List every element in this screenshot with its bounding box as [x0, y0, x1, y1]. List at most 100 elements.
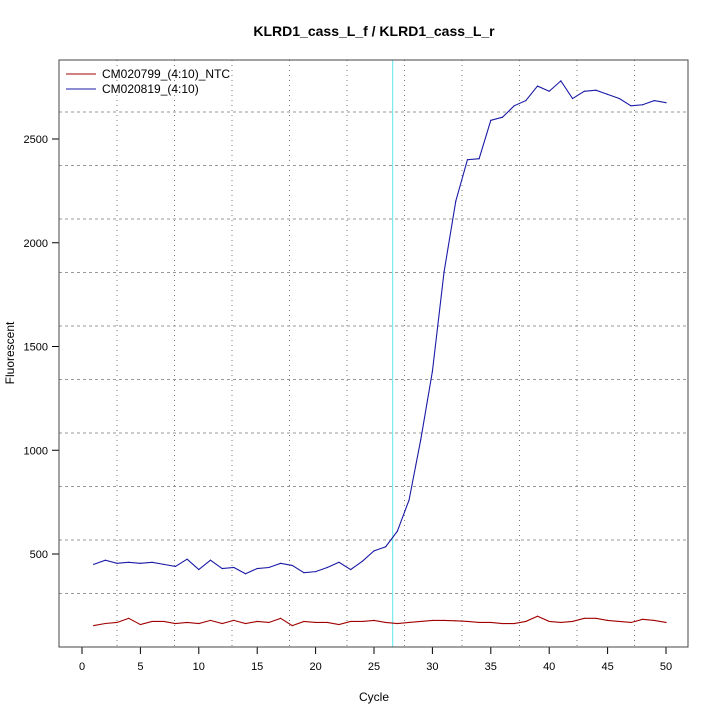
data-point — [198, 568, 200, 571]
data-point — [595, 617, 597, 619]
x-tick-label: 40 — [543, 661, 555, 673]
data-point — [361, 620, 363, 623]
data-point — [221, 622, 223, 625]
plot-frame — [58, 59, 689, 648]
data-point — [642, 618, 644, 620]
y-tick-label: 2000 — [24, 238, 48, 250]
data-point — [350, 620, 352, 623]
data-point — [431, 619, 433, 622]
data-point — [279, 562, 282, 564]
data-point — [455, 620, 457, 622]
data-point — [583, 90, 585, 92]
data-point — [618, 620, 620, 623]
x-tick-label: 30 — [426, 661, 438, 673]
legend-label-sample: CM020819_(4:10) — [102, 82, 199, 96]
x-tick-label: 20 — [309, 661, 321, 673]
series-line-ntc — [93, 615, 667, 627]
data-point — [244, 622, 247, 625]
data-point — [513, 105, 515, 107]
data-point — [595, 89, 597, 91]
chart-title: KLRD1_cass_L_f / KLRD1_cass_L_r — [253, 23, 495, 39]
y-tick-label: 500 — [30, 549, 48, 561]
data-point — [186, 558, 188, 560]
data-point — [653, 619, 655, 622]
data-point — [373, 550, 375, 552]
data-point — [536, 85, 539, 87]
data-point — [525, 100, 527, 102]
data-point — [525, 620, 527, 623]
data-point — [233, 619, 235, 622]
data-point — [548, 620, 550, 623]
data-point — [607, 93, 609, 95]
data-point — [373, 619, 375, 622]
data-point — [396, 622, 398, 625]
data-point — [443, 271, 445, 273]
y-axis-label: Fluorescent — [3, 321, 17, 384]
data-point — [279, 617, 282, 619]
data-point — [385, 546, 387, 548]
data-point — [607, 619, 609, 622]
x-tick-label: 45 — [601, 661, 613, 673]
data-point — [209, 619, 212, 622]
data-point — [268, 566, 270, 569]
data-point — [256, 620, 258, 623]
data-point — [291, 624, 293, 627]
data-point — [315, 621, 317, 624]
data-point — [256, 567, 258, 570]
data-point — [642, 104, 644, 106]
data-point — [396, 530, 398, 532]
data-point — [653, 100, 655, 102]
x-tick-label: 50 — [660, 661, 672, 673]
data-point — [431, 370, 433, 372]
data-point — [116, 621, 118, 624]
data-point — [630, 621, 632, 624]
data-point — [478, 158, 480, 160]
data-point — [128, 561, 130, 563]
data-point — [548, 90, 550, 92]
data-point — [233, 566, 235, 569]
data-point — [104, 559, 106, 561]
legend: CM020799_(4:10)_NTC CM020819_(4:10) — [66, 67, 230, 96]
x-axis-label: Cycle — [359, 690, 389, 704]
data-point — [501, 622, 504, 625]
data-point — [665, 102, 667, 104]
data-point — [443, 619, 445, 622]
data-point — [513, 622, 515, 625]
data-point — [93, 563, 95, 565]
data-point — [478, 621, 480, 624]
series-line-sample — [93, 80, 667, 575]
data-point — [455, 200, 457, 202]
data-point — [326, 566, 328, 569]
data-point — [583, 617, 585, 619]
data-point — [268, 621, 270, 624]
data-point — [501, 116, 504, 118]
data-point — [420, 620, 422, 623]
data-point — [408, 621, 410, 624]
data-point — [490, 119, 492, 121]
data-point — [174, 565, 177, 568]
data-point — [209, 559, 212, 561]
data-point — [361, 560, 363, 562]
data-point — [291, 564, 293, 567]
data-point — [151, 561, 153, 563]
data-point — [186, 621, 188, 624]
data-point — [571, 97, 574, 100]
data-point — [490, 621, 492, 624]
x-tick-label: 5 — [137, 661, 143, 673]
data-point — [350, 568, 352, 571]
data-point — [466, 159, 469, 161]
data-point — [536, 615, 539, 617]
x-tick-label: 0 — [79, 661, 85, 673]
data-point — [420, 439, 422, 441]
data-point — [139, 562, 141, 564]
data-point — [665, 621, 667, 624]
data-point — [244, 573, 247, 575]
data-point — [303, 620, 305, 623]
x-tick-label: 15 — [251, 661, 263, 673]
x-tick-label: 25 — [368, 661, 380, 673]
data-point — [560, 80, 562, 82]
data-point — [221, 567, 223, 570]
data-point — [315, 571, 317, 573]
